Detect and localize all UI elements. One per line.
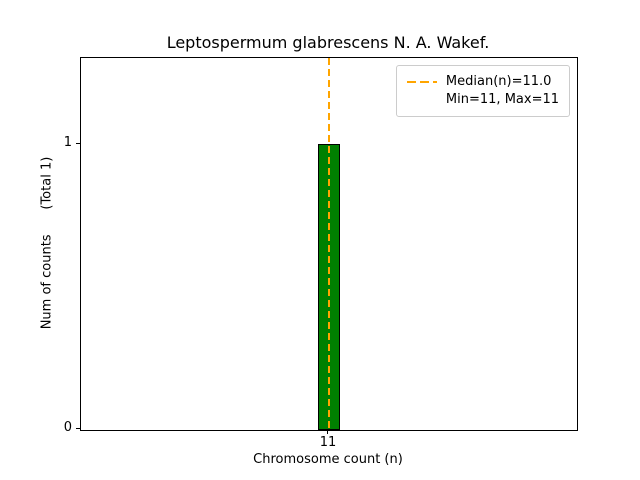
ytick-label-1: 1: [63, 135, 72, 150]
x-axis-ticks: 11: [80, 430, 576, 454]
xtick-label-11: 11: [319, 435, 337, 450]
x-axis-label: Chromosome count (n): [253, 452, 403, 467]
legend-sample-spacer: [407, 99, 437, 101]
median-dashed-line-icon: [406, 81, 437, 83]
ytick-label-0: 0: [63, 420, 72, 435]
ytick-mark-1: [76, 143, 80, 144]
legend: Median(n)=11.0 Min=11, Max=11: [395, 65, 570, 117]
legend-row-minmax: Min=11, Max=11: [407, 91, 559, 109]
ytick-mark-0: [76, 428, 80, 429]
legend-row-median: Median(n)=11.0: [406, 73, 559, 91]
y-axis-ticks: 1 0: [0, 57, 80, 435]
chart-title: Leptospermum glabrescens N. A. Wakef.: [166, 33, 490, 52]
legend-minmax-label: Min=11, Max=11: [445, 92, 559, 107]
xtick-mark-11: [327, 430, 328, 434]
legend-median-label: Median(n)=11.0: [445, 74, 552, 89]
plot-area: Median(n)=11.0 Min=11, Max=11: [80, 57, 578, 431]
median-line: [328, 58, 330, 430]
